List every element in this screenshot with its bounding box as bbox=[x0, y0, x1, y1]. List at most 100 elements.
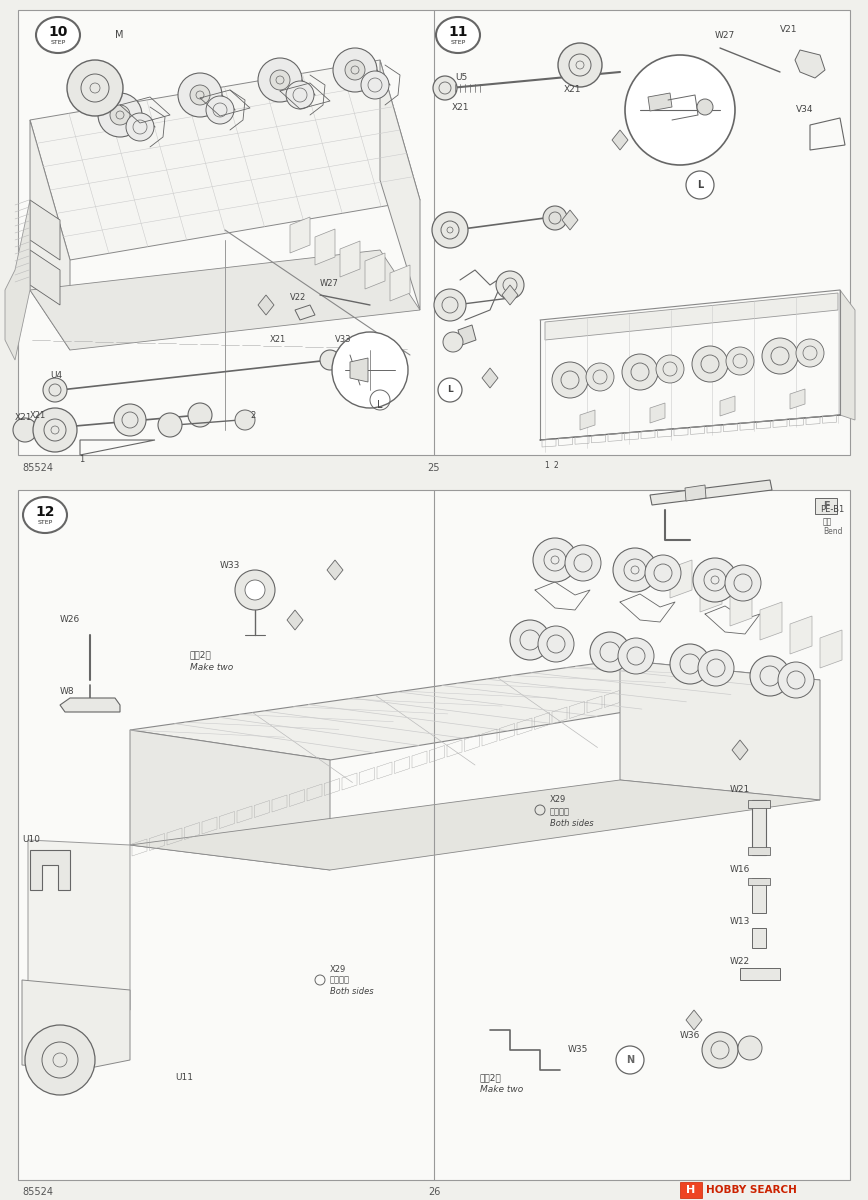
Circle shape bbox=[114, 404, 146, 436]
Circle shape bbox=[702, 1032, 738, 1068]
Circle shape bbox=[538, 626, 574, 662]
Polygon shape bbox=[620, 660, 820, 800]
Polygon shape bbox=[580, 410, 595, 430]
Polygon shape bbox=[790, 389, 805, 409]
Circle shape bbox=[333, 48, 377, 92]
Circle shape bbox=[656, 355, 684, 383]
Circle shape bbox=[178, 73, 222, 116]
Text: N: N bbox=[626, 1055, 634, 1066]
Text: HOBBY SEARCH: HOBBY SEARCH bbox=[706, 1186, 797, 1195]
Text: 1: 1 bbox=[544, 462, 549, 470]
Text: Make two: Make two bbox=[480, 1086, 523, 1094]
Polygon shape bbox=[130, 780, 820, 870]
Circle shape bbox=[43, 378, 67, 402]
Text: W36: W36 bbox=[680, 1031, 700, 1039]
Bar bbox=[815, 498, 837, 514]
Circle shape bbox=[750, 656, 790, 696]
Circle shape bbox=[235, 570, 275, 610]
Circle shape bbox=[434, 289, 466, 320]
Text: Make two: Make two bbox=[190, 664, 233, 672]
Polygon shape bbox=[22, 980, 130, 1070]
Polygon shape bbox=[30, 250, 420, 350]
Text: STEP: STEP bbox=[50, 41, 66, 46]
Circle shape bbox=[98, 92, 142, 137]
Text: PE-B1: PE-B1 bbox=[820, 505, 845, 515]
Text: 对侧相同: 对侧相同 bbox=[550, 808, 570, 816]
Polygon shape bbox=[650, 480, 772, 505]
Circle shape bbox=[13, 418, 37, 442]
Circle shape bbox=[33, 408, 77, 452]
Polygon shape bbox=[295, 305, 315, 320]
Polygon shape bbox=[287, 610, 303, 630]
Circle shape bbox=[697, 98, 713, 115]
Polygon shape bbox=[562, 210, 578, 230]
Polygon shape bbox=[458, 325, 476, 346]
Circle shape bbox=[622, 354, 658, 390]
Circle shape bbox=[345, 60, 365, 80]
Circle shape bbox=[188, 403, 212, 427]
Bar bbox=[748, 800, 770, 808]
Text: U11: U11 bbox=[175, 1074, 193, 1082]
Circle shape bbox=[206, 96, 234, 124]
Polygon shape bbox=[390, 265, 410, 301]
Text: U10: U10 bbox=[22, 835, 40, 845]
Text: L: L bbox=[447, 385, 453, 395]
Text: X21: X21 bbox=[15, 414, 32, 422]
Circle shape bbox=[693, 558, 737, 602]
Polygon shape bbox=[720, 396, 735, 416]
Circle shape bbox=[67, 60, 123, 116]
Bar bbox=[752, 928, 766, 948]
Circle shape bbox=[738, 1036, 762, 1060]
Text: X29: X29 bbox=[550, 796, 566, 804]
Polygon shape bbox=[760, 602, 782, 640]
Circle shape bbox=[245, 580, 265, 600]
Text: W13: W13 bbox=[730, 918, 750, 926]
Circle shape bbox=[670, 644, 710, 684]
Text: L: L bbox=[697, 180, 703, 190]
Text: L: L bbox=[378, 400, 383, 410]
Circle shape bbox=[618, 638, 654, 674]
Text: Both sides: Both sides bbox=[550, 820, 594, 828]
Bar bbox=[18, 10, 850, 455]
Text: F: F bbox=[823, 502, 829, 511]
Polygon shape bbox=[327, 560, 343, 580]
Text: 1: 1 bbox=[79, 456, 84, 464]
Text: U4: U4 bbox=[50, 371, 62, 379]
Text: 11: 11 bbox=[448, 25, 468, 38]
Text: 制作2组: 制作2组 bbox=[480, 1074, 502, 1082]
Circle shape bbox=[762, 338, 798, 374]
Text: 2: 2 bbox=[250, 410, 255, 420]
Circle shape bbox=[510, 620, 550, 660]
Circle shape bbox=[726, 347, 754, 374]
Polygon shape bbox=[130, 660, 820, 760]
Text: W27: W27 bbox=[320, 278, 339, 288]
Circle shape bbox=[25, 1025, 95, 1094]
Bar bbox=[752, 800, 766, 854]
Polygon shape bbox=[648, 92, 672, 110]
Circle shape bbox=[496, 271, 524, 299]
Circle shape bbox=[110, 104, 130, 125]
Polygon shape bbox=[350, 358, 368, 382]
Polygon shape bbox=[28, 840, 130, 1010]
Circle shape bbox=[616, 1046, 644, 1074]
Circle shape bbox=[258, 58, 302, 102]
Polygon shape bbox=[315, 229, 335, 265]
Circle shape bbox=[533, 538, 577, 582]
Text: X21: X21 bbox=[563, 85, 581, 95]
Text: U5: U5 bbox=[455, 73, 467, 83]
Circle shape bbox=[286, 80, 314, 109]
Circle shape bbox=[645, 554, 681, 590]
Polygon shape bbox=[700, 574, 722, 612]
Polygon shape bbox=[258, 295, 274, 314]
Circle shape bbox=[590, 632, 630, 672]
Text: V22: V22 bbox=[290, 294, 306, 302]
Text: W35: W35 bbox=[568, 1045, 589, 1055]
Bar bbox=[740, 968, 780, 980]
Text: 85524: 85524 bbox=[22, 463, 53, 473]
Ellipse shape bbox=[36, 17, 80, 53]
Text: Both sides: Both sides bbox=[330, 988, 373, 996]
Bar bbox=[18, 490, 850, 1180]
Polygon shape bbox=[130, 730, 330, 870]
Circle shape bbox=[433, 76, 457, 100]
Polygon shape bbox=[840, 290, 855, 420]
